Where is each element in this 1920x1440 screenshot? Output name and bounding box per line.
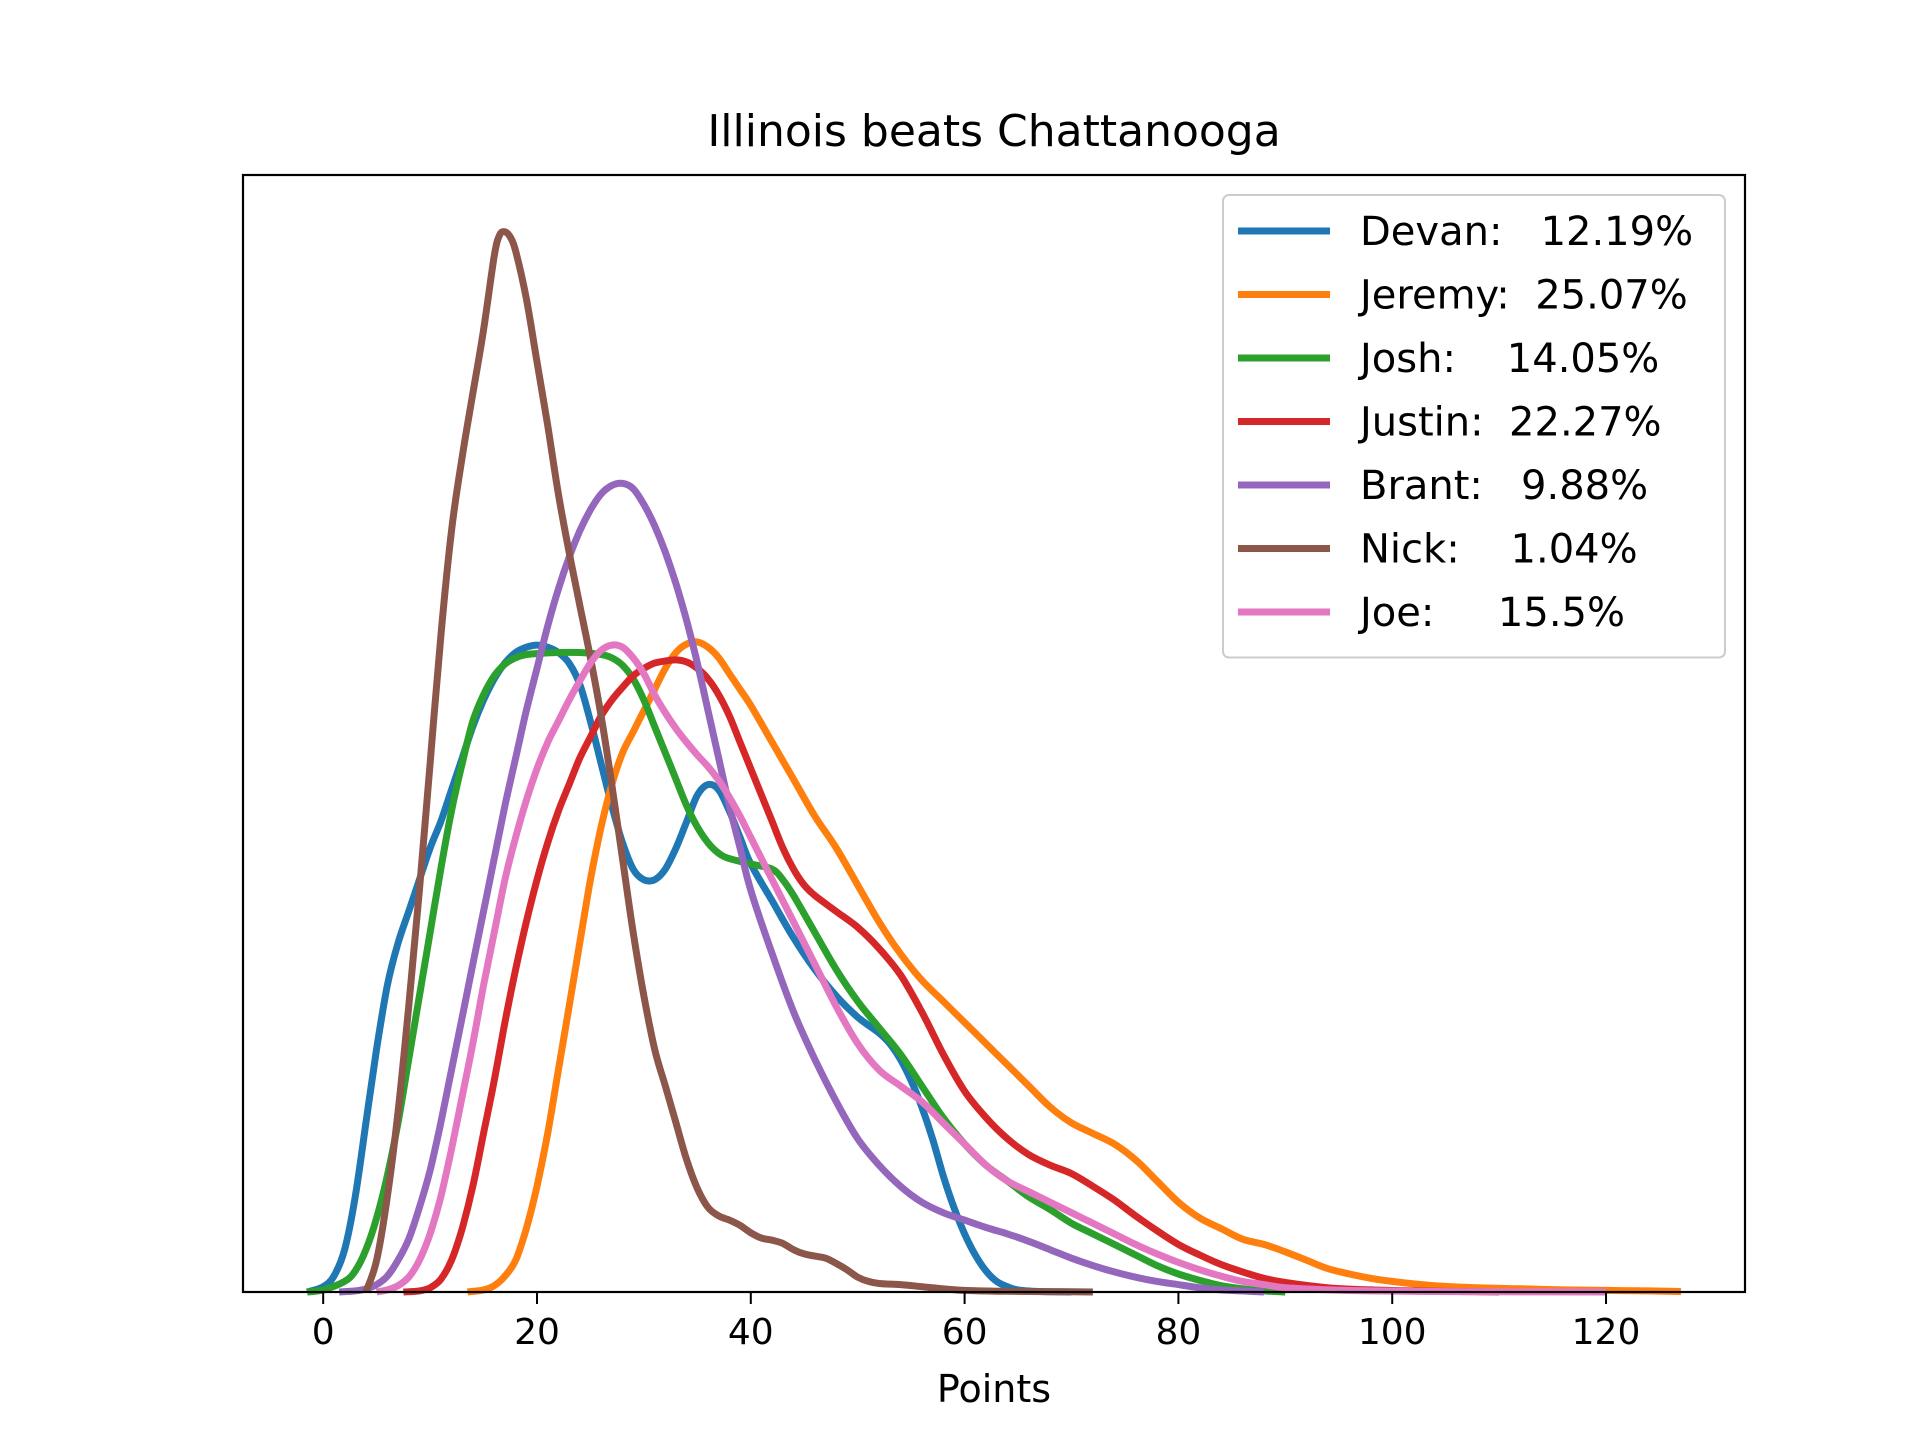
series-line-2: [306, 648, 1286, 1296]
legend-label-2: Josh: 14.05%: [1357, 336, 1659, 382]
legend-box: [1222, 194, 1726, 659]
series-line-6: [375, 641, 1607, 1296]
x-tick-label-1: 20: [514, 1312, 560, 1353]
legend: Devan: 12.19% Jeremy: 25.07% Josh: 14.05% J…: [1222, 194, 1726, 659]
x-tick-label-2: 40: [728, 1312, 774, 1353]
legend-label-4: Brant: 9.88%: [1360, 463, 1648, 509]
x-axis: 0 20 40 60 80 100 120: [312, 1292, 1641, 1353]
series-layer: [305, 228, 1681, 1296]
series-line-3: [403, 656, 1500, 1296]
legend-label-5: Nick: 1.04%: [1360, 527, 1638, 573]
plot-frame: [241, 173, 1747, 1294]
x-tick-label-4: 80: [1156, 1312, 1202, 1353]
x-tick-label-3: 60: [942, 1312, 988, 1353]
x-tick-label-6: 120: [1572, 1312, 1641, 1353]
legend-label-1: Jeremy: 25.07%: [1357, 273, 1688, 319]
x-axis-label: Points: [937, 1367, 1051, 1411]
x-tick-label-0: 0: [312, 1312, 335, 1353]
legend-label-6: Joe: 15.5%: [1357, 590, 1625, 636]
chart-title: Illinois beats Chattanooga: [707, 106, 1280, 157]
series-line-4: [338, 479, 1265, 1296]
legend-label-0: Devan: 12.19%: [1360, 209, 1693, 255]
series-line-1: [466, 638, 1681, 1296]
legend-label-3: Justin: 22.27%: [1357, 400, 1662, 446]
x-tick-label-5: 100: [1358, 1312, 1427, 1353]
series-line-5: [362, 228, 1093, 1296]
